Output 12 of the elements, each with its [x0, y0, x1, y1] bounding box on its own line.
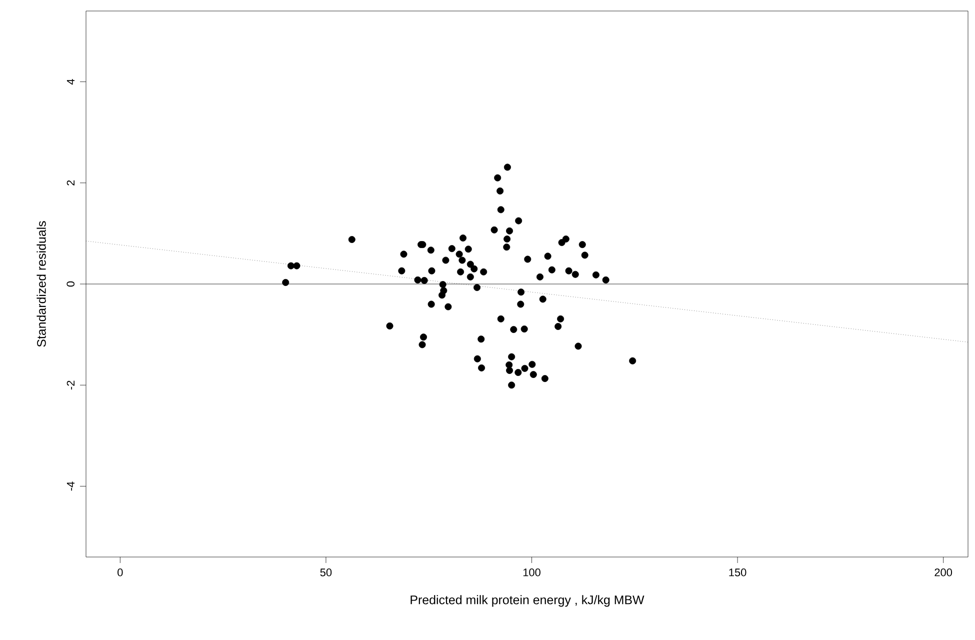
- y-tick-label: 0: [66, 281, 74, 287]
- y-axis-title: Standardized residuals: [36, 221, 46, 347]
- x-tick-label: 200: [934, 568, 952, 576]
- x-tick-label: 50: [320, 568, 332, 576]
- y-tick-label: -2: [66, 380, 74, 390]
- x-axis-title: Predicted milk protein energy , kJ/kg MBW: [410, 595, 644, 607]
- y-tick-label: 4: [66, 79, 74, 85]
- y-tick-label: -4: [66, 482, 74, 491]
- y-tick-label: 2: [66, 180, 74, 186]
- x-tick-label: 150: [729, 568, 746, 576]
- x-tick-label: 100: [523, 568, 540, 576]
- x-tick-label: 0: [118, 568, 123, 576]
